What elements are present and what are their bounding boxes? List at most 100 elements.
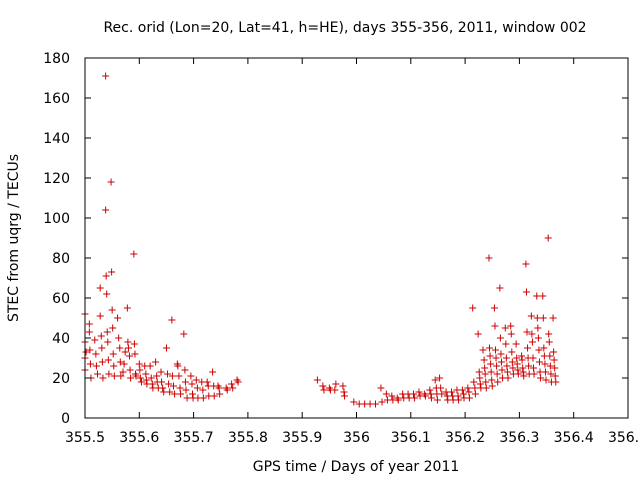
x-tick-label: 356.1 — [391, 430, 431, 446]
data-point — [147, 374, 155, 382]
data-point — [529, 354, 537, 362]
data-point — [458, 386, 466, 394]
data-point — [124, 344, 132, 352]
data-point — [102, 272, 110, 280]
data-point — [481, 364, 489, 372]
data-point — [427, 390, 435, 398]
data-point — [525, 362, 533, 370]
data-point — [92, 350, 100, 358]
y-tick-label: 80 — [52, 251, 70, 267]
x-tick-label: 356.5 — [608, 430, 640, 446]
data-point — [465, 394, 473, 402]
data-point — [339, 382, 347, 390]
data-point — [523, 328, 531, 336]
data-point — [493, 370, 501, 378]
data-point — [170, 382, 178, 390]
data-point — [487, 360, 495, 368]
data-point — [535, 358, 543, 366]
data-point — [86, 360, 94, 368]
data-point — [496, 284, 504, 292]
data-point — [475, 368, 483, 376]
data-point — [228, 380, 236, 388]
data-point — [157, 368, 165, 376]
data-point — [545, 338, 553, 346]
data-point — [183, 394, 191, 402]
data-point — [82, 348, 90, 356]
data-point — [104, 338, 112, 346]
data-point — [438, 390, 446, 398]
data-point — [551, 364, 559, 372]
data-point — [158, 378, 166, 386]
data-point — [137, 378, 145, 386]
data-point — [486, 352, 494, 360]
data-point — [96, 284, 104, 292]
data-point — [508, 358, 516, 366]
data-point — [176, 384, 184, 392]
data-point — [496, 334, 504, 342]
data-point — [203, 378, 211, 386]
data-point — [102, 72, 110, 80]
data-point — [410, 390, 418, 398]
data-point — [503, 368, 511, 376]
data-point — [382, 390, 390, 398]
data-point — [115, 334, 123, 342]
data-point — [223, 386, 231, 394]
x-axis-ticks: 355.5 355.6 355.7 355.8 355.9 356 356.1 356.2 35… — [65, 58, 640, 446]
data-point — [492, 346, 500, 354]
data-point — [104, 356, 112, 364]
data-point — [153, 372, 161, 380]
data-point — [471, 390, 479, 398]
data-point — [107, 178, 115, 186]
data-point — [209, 368, 217, 376]
data-point — [488, 376, 496, 384]
data-point — [519, 368, 527, 376]
y-tick-label: 0 — [61, 411, 70, 427]
data-point — [181, 366, 189, 374]
data-point — [504, 374, 512, 382]
data-point — [547, 370, 555, 378]
data-point — [103, 290, 111, 298]
data-point — [378, 398, 386, 406]
data-point — [550, 356, 558, 364]
data-point — [85, 328, 93, 336]
data-point — [533, 314, 541, 322]
data-point — [520, 372, 528, 380]
data-point — [490, 304, 498, 312]
data-point — [513, 360, 521, 368]
data-point — [320, 386, 328, 394]
data-point — [102, 206, 110, 214]
data-point — [126, 352, 134, 360]
data-point — [199, 386, 207, 394]
data-point — [121, 348, 129, 356]
data-point — [431, 376, 439, 384]
y-tick-label: 40 — [52, 331, 70, 347]
data-point — [481, 370, 489, 378]
data-point — [488, 382, 496, 390]
data-point — [97, 332, 105, 340]
data-point — [476, 374, 484, 382]
data-point — [174, 362, 182, 370]
data-point — [148, 380, 156, 388]
data-point — [522, 260, 530, 268]
data-point — [513, 354, 521, 362]
data-point — [109, 350, 117, 358]
data-point — [350, 398, 358, 406]
x-tick-label: 356.4 — [554, 430, 594, 446]
data-point — [116, 344, 124, 352]
data-point — [552, 378, 560, 386]
data-point — [98, 344, 106, 352]
data-point — [234, 378, 242, 386]
y-tick-label: 160 — [43, 91, 70, 107]
data-point — [188, 380, 196, 388]
data-point — [464, 384, 472, 392]
data-point — [415, 388, 423, 396]
data-point — [479, 346, 487, 354]
data-point — [210, 392, 218, 400]
data-point — [388, 392, 396, 400]
data-point — [159, 384, 167, 392]
data-point — [177, 390, 185, 398]
data-point — [494, 378, 502, 386]
data-point — [160, 388, 168, 396]
x-tick-label: 355.7 — [174, 430, 214, 446]
data-point — [514, 370, 522, 378]
